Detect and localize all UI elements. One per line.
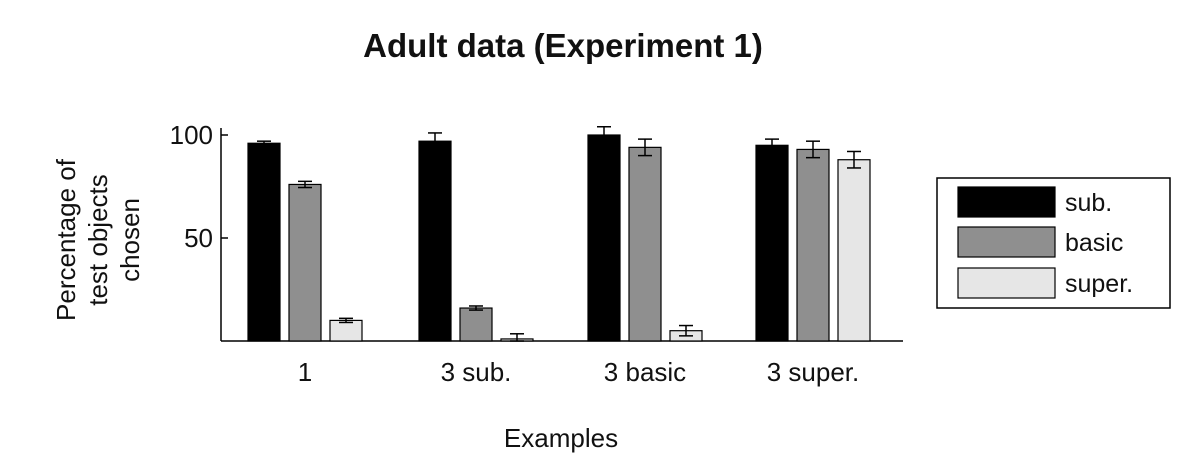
legend: sub. basic super.	[936, 177, 1171, 309]
bar-super-0	[329, 319, 363, 342]
x-tick-label: 1	[298, 357, 312, 387]
x-tick-label: 3 super.	[767, 357, 860, 387]
legend-label-basic: basic	[1065, 229, 1123, 257]
y-tick-label: 50	[184, 223, 213, 253]
bar-basic-3	[796, 148, 830, 342]
legend-swatch-sub	[957, 186, 1056, 218]
bar-sub-2	[587, 134, 621, 342]
legend-swatch-super	[957, 267, 1056, 299]
plot-area: 50 100 1 3 sub. 3 basic 3 super.	[170, 120, 903, 387]
legend-label-sub: sub.	[1065, 189, 1112, 217]
bar-basic-2	[628, 146, 662, 342]
x-axis-label: Examples	[504, 423, 618, 453]
bar-sub-0	[247, 142, 281, 342]
bar-basic-1	[459, 307, 493, 342]
bar-sub-3	[755, 144, 789, 342]
x-tick-label: 3 sub.	[441, 357, 512, 387]
chart-title: Adult data (Experiment 1)	[363, 27, 763, 64]
x-tick-label: 3 basic	[604, 357, 686, 387]
legend-label-super: super.	[1065, 270, 1133, 298]
y-axis-label-line-2: test objects	[83, 174, 113, 306]
y-axis-label: Percentage of test objects chosen	[51, 158, 145, 321]
bar-basic-0	[288, 183, 322, 342]
y-tick-label: 100	[170, 120, 213, 150]
y-axis-label-line-3: chosen	[115, 198, 145, 282]
bar-super-3	[837, 159, 871, 342]
legend-swatch-basic	[957, 226, 1056, 258]
bar-sub-1	[418, 140, 452, 342]
y-axis-label-line-1: Percentage of	[51, 158, 81, 321]
